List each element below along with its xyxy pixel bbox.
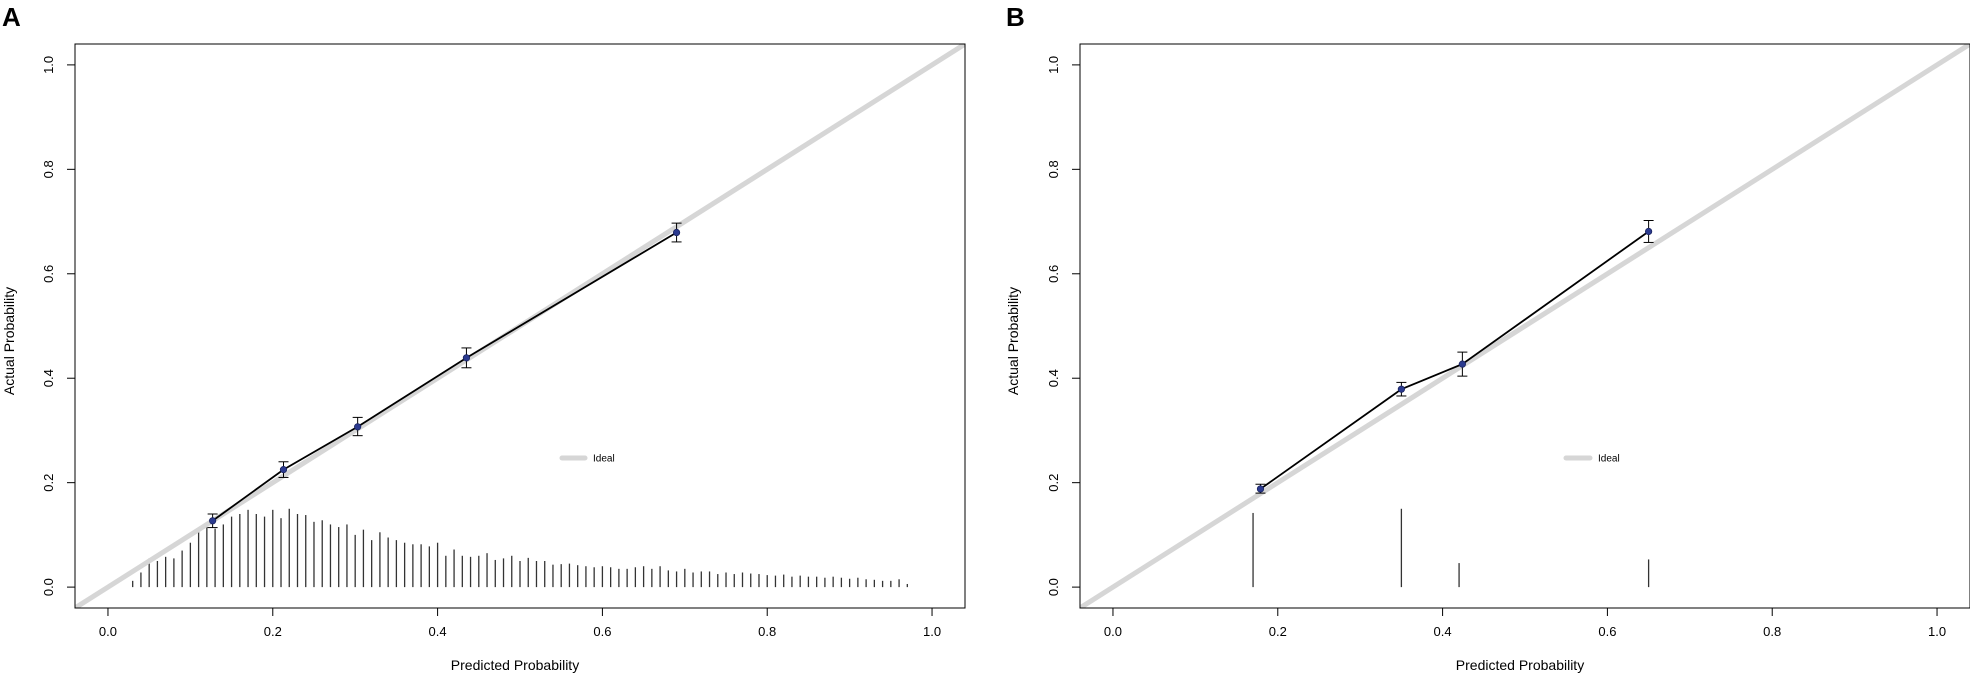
x-tick-label: 1.0 [923,624,941,639]
data-point [209,517,217,525]
y-tick-label: 0.2 [41,474,56,492]
x-tick-label: 0.0 [99,624,117,639]
y-tick-label: 0.4 [41,369,56,387]
x-tick-label: 0.4 [429,624,447,639]
y-tick-label: 1.0 [41,56,56,74]
y-axis-label: Actual Probability [1005,287,1021,395]
x-tick-label: 0.6 [593,624,611,639]
data-point [1397,385,1405,393]
legend-label-ideal: Ideal [1598,454,1620,465]
x-axis-label: Predicted Probability [451,657,579,673]
y-tick-label: 0.6 [41,265,56,283]
x-tick-label: 0.2 [1269,624,1287,639]
y-tick-label: 0.8 [1046,160,1061,178]
y-tick-label: 0.6 [1046,265,1061,283]
ideal-line [1080,44,1970,608]
legend: Ideal [1563,454,1620,465]
y-tick-label: 0.8 [41,160,56,178]
data-point [1645,227,1653,236]
data-point [1256,485,1265,493]
plot-area [75,44,965,608]
legend-label-ideal: Ideal [593,454,615,465]
plot-area [1080,44,1970,608]
data-point [462,354,471,362]
y-axis-label: Actual Probability [1,287,17,395]
calibration-line [1259,230,1650,490]
x-tick-label: 1.0 [1928,624,1946,639]
panel-b: B 0.0 0.2 0.4 0.6 0.8 1.0 0.0 0.2 0.4 0.6 0.8 1.0 Pre… [1005,2,1970,673]
panel-letter: A [2,2,21,32]
y-tick-label: 0.0 [41,578,56,596]
data-point [1458,360,1466,368]
x-tick-label: 0.2 [264,624,282,639]
y-tick-label: 1.0 [1046,56,1061,74]
x-axis-label: Predicted Probability [1456,657,1584,673]
panel-a: A 0.0 0.2 0.4 0.6 0.8 1.0 0.0 0.2 0.4 0.6 0.8 1.0 Pre… [1,2,966,673]
y-tick-label: 0.0 [1046,578,1061,596]
data-point [279,466,288,474]
legend: Ideal [559,454,615,465]
x-tick-label: 0.6 [1598,624,1616,639]
x-tick-label: 0.0 [1104,624,1122,639]
y-tick-label: 0.4 [1046,369,1061,387]
plot-frame [1079,43,1970,609]
x-tick-label: 0.4 [1434,624,1452,639]
data-point [354,423,362,431]
panel-letter: B [1006,2,1025,32]
y-tick-label: 0.2 [1046,474,1061,492]
x-tick-label: 0.8 [1763,624,1781,639]
x-tick-label: 0.8 [758,624,776,639]
plot-frame [74,43,966,609]
data-point [672,228,681,237]
